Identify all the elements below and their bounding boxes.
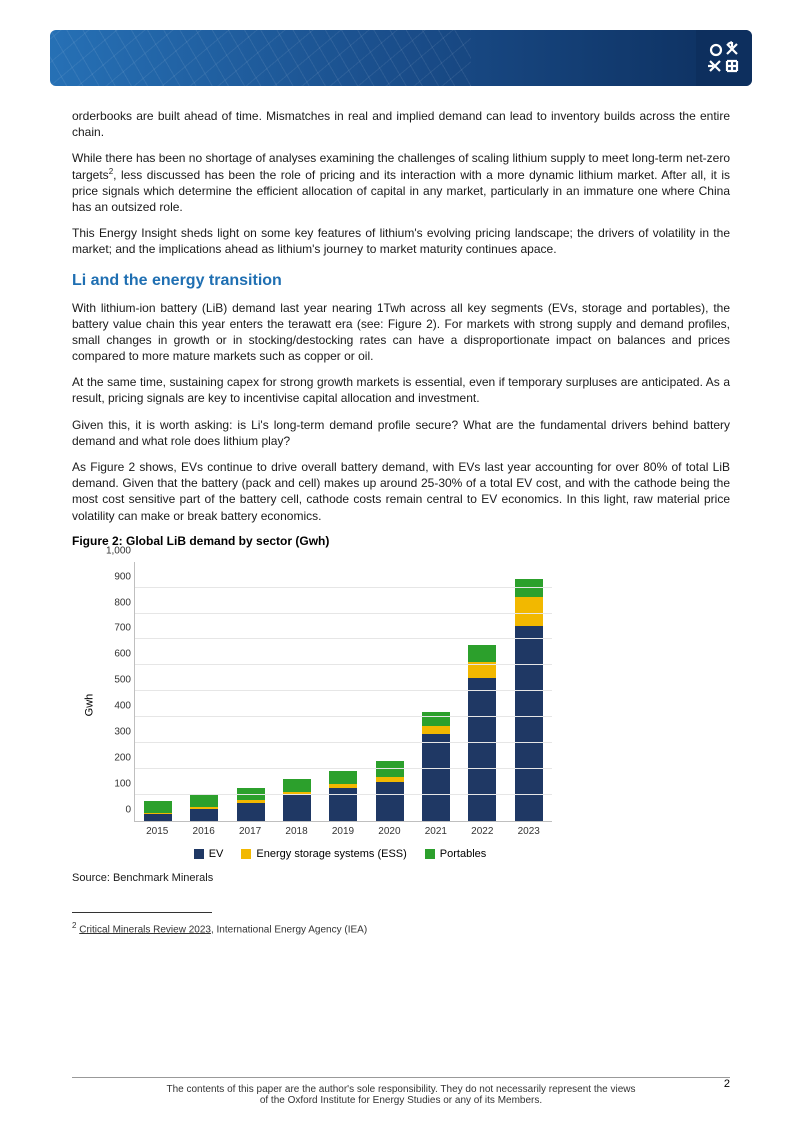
- x-tick-label: 2018: [283, 822, 311, 844]
- bar-column: [515, 579, 543, 821]
- paragraph: With lithium-ion battery (LiB) demand la…: [72, 300, 730, 365]
- y-tick-label: 200: [101, 752, 131, 763]
- bar-column: [376, 761, 404, 821]
- bar-segment: [283, 795, 311, 821]
- bar-segment: [144, 801, 172, 813]
- bar-segment: [237, 803, 265, 821]
- bar-segment: [515, 626, 543, 821]
- x-tick-label: 2019: [329, 822, 357, 844]
- x-tick-label: 2016: [190, 822, 218, 844]
- y-tick-label: 600: [101, 649, 131, 660]
- bar-segment: [422, 726, 450, 734]
- swatch-icon: [194, 849, 204, 859]
- x-tick-label: 2020: [375, 822, 403, 844]
- bar-segment: [515, 597, 543, 626]
- swatch-icon: [241, 849, 251, 859]
- bar-column: [190, 795, 218, 821]
- footnote-tail: , International Energy Agency (IEA): [211, 924, 367, 935]
- bar-segment: [190, 809, 218, 821]
- x-tick-label: 2015: [143, 822, 171, 844]
- bar-segment: [283, 779, 311, 791]
- y-tick-label: 0: [101, 804, 131, 815]
- bar-segment: [422, 712, 450, 726]
- chart-container: Gwh 01002003004005006007008009001,000 20…: [72, 554, 552, 860]
- oies-logo-icon: [707, 41, 741, 75]
- plot-area: 01002003004005006007008009001,000: [134, 562, 552, 822]
- footnote: 2 Critical Minerals Review 2023, Interna…: [72, 921, 730, 935]
- bar-column: [422, 712, 450, 821]
- legend-item-ev: EV: [194, 848, 224, 860]
- bars-group: [135, 562, 552, 821]
- x-axis: 2015 2016 2017 2018 2019 2020 2021 2022 2023: [134, 822, 552, 844]
- chart-legend: EV Energy storage systems (ESS) Portable…: [100, 848, 580, 860]
- stacked-bar-chart: Gwh 01002003004005006007008009001,000 20…: [100, 554, 552, 844]
- legend-label: Energy storage systems (ESS): [256, 848, 406, 860]
- footer-line: The contents of this paper are the autho…: [72, 1084, 730, 1095]
- text-run: , less discussed has been the role of pr…: [72, 168, 730, 214]
- y-tick-label: 1,000: [101, 545, 131, 556]
- y-axis-label: Gwh: [83, 693, 95, 716]
- y-tick-label: 700: [101, 623, 131, 634]
- header-banner: [50, 30, 752, 86]
- bar-segment: [144, 814, 172, 821]
- x-tick-label: 2023: [515, 822, 543, 844]
- page-footer: The contents of this paper are the autho…: [72, 1077, 730, 1106]
- bar-segment: [468, 678, 496, 821]
- paragraph: While there has been no shortage of anal…: [72, 150, 730, 215]
- figure-title: Figure 2: Global LiB demand by sector (G…: [72, 534, 730, 548]
- footnote-link[interactable]: Critical Minerals Review 2023: [79, 924, 211, 935]
- y-tick-label: 900: [101, 571, 131, 582]
- legend-label: Portables: [440, 848, 486, 860]
- bar-segment: [422, 734, 450, 821]
- legend-item-portables: Portables: [425, 848, 486, 860]
- x-tick-label: 2021: [422, 822, 450, 844]
- legend-label: EV: [209, 848, 224, 860]
- logo-box: [696, 30, 752, 86]
- paragraph: Given this, it is worth asking: is Li's …: [72, 417, 730, 449]
- page-content: orderbooks are built ahead of time. Mism…: [72, 108, 730, 935]
- paragraph: As Figure 2 shows, EVs continue to drive…: [72, 459, 730, 524]
- footnote-number: 2: [72, 921, 76, 930]
- bar-segment: [515, 579, 543, 597]
- figure-source: Source: Benchmark Minerals: [72, 872, 730, 884]
- bar-column: [329, 771, 357, 820]
- y-tick-label: 100: [101, 778, 131, 789]
- bar-segment: [190, 795, 218, 807]
- y-tick-label: 500: [101, 675, 131, 686]
- paragraph: This Energy Insight sheds light on some …: [72, 225, 730, 257]
- footnote-separator: [72, 912, 212, 913]
- section-heading: Li and the energy transition: [72, 272, 730, 290]
- bar-column: [144, 801, 172, 820]
- bar-column: [283, 779, 311, 821]
- y-tick-label: 300: [101, 727, 131, 738]
- paragraph: orderbooks are built ahead of time. Mism…: [72, 108, 730, 140]
- bar-segment: [329, 771, 357, 784]
- y-tick-label: 400: [101, 701, 131, 712]
- paragraph: At the same time, sustaining capex for s…: [72, 374, 730, 406]
- footer-line: of the Oxford Institute for Energy Studi…: [72, 1095, 730, 1106]
- x-tick-label: 2017: [236, 822, 264, 844]
- x-tick-label: 2022: [468, 822, 496, 844]
- legend-item-ess: Energy storage systems (ESS): [241, 848, 406, 860]
- bar-segment: [376, 782, 404, 821]
- bar-segment: [468, 645, 496, 662]
- y-tick-label: 800: [101, 597, 131, 608]
- swatch-icon: [425, 849, 435, 859]
